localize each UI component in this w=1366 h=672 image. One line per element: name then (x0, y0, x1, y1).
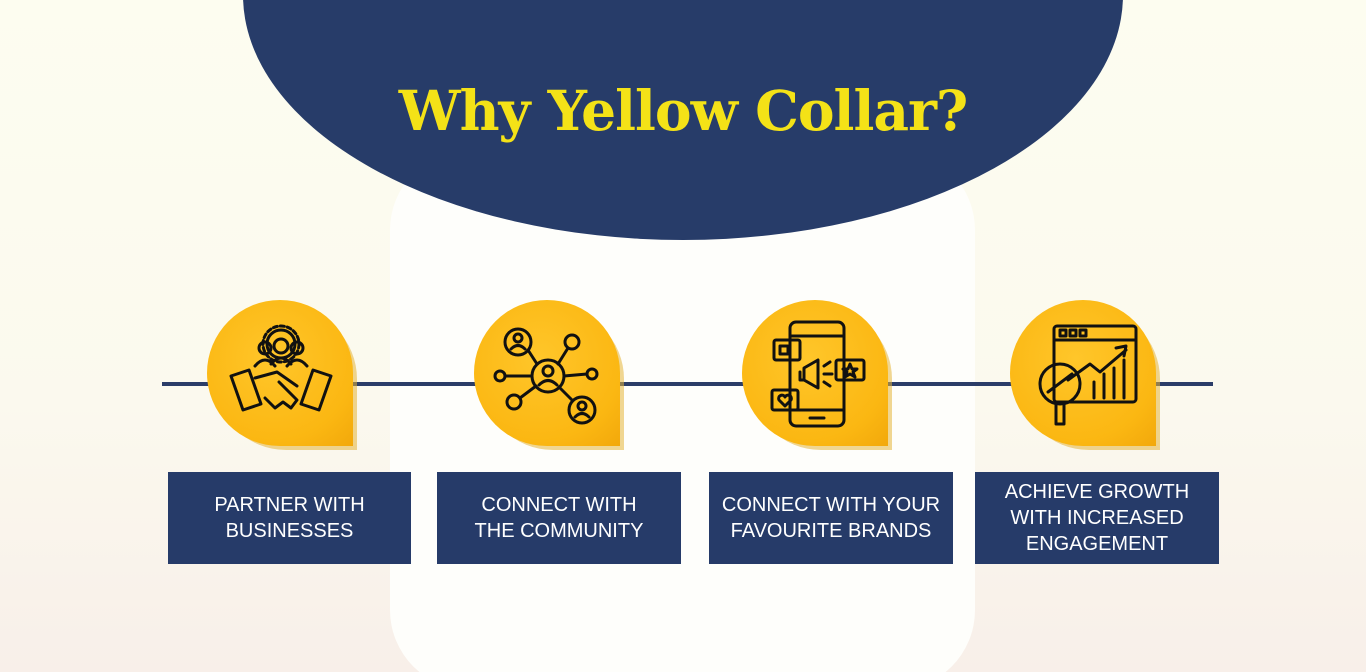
feature-label-line: PARTNER WITH (214, 494, 365, 516)
feature-label-line: ENGAGEMENT (1025, 533, 1169, 555)
feature-badge-2 (474, 300, 624, 450)
feature-label-line: THE COMMUNITY (474, 520, 644, 542)
timeline-line (162, 382, 1213, 386)
feature-label-line: FAVOURITE BRANDS (730, 520, 932, 542)
feature-label-3: CONNECT WITH YOUR FAVOURITE BRANDS (709, 472, 953, 564)
mobile-marketing-icon (770, 320, 866, 428)
feature-label-2: CONNECT WITH THE COMMUNITY (437, 472, 681, 564)
feature-badge-1 (207, 300, 357, 450)
community-network-icon (493, 327, 599, 425)
feature-label-line: CONNECT WITH YOUR (721, 494, 941, 516)
handshake-team-icon (229, 324, 333, 412)
feature-label-line: CONNECT WITH (481, 494, 637, 516)
feature-label-line: WITH INCREASED (1010, 507, 1184, 529)
feature-label-1: PARTNER WITH BUSINESSES (168, 472, 411, 564)
feature-label-line: ACHIEVE GROWTH (1004, 481, 1190, 503)
feature-label-line: BUSINESSES (225, 520, 354, 542)
feature-badge-3 (742, 300, 892, 450)
feature-label-4: ACHIEVE GROWTH WITH INCREASED ENGAGEMENT (975, 472, 1219, 564)
feature-badge-4 (1010, 300, 1160, 450)
page-title: Why Yellow Collar? (398, 78, 968, 143)
growth-analytics-icon (1038, 324, 1138, 426)
